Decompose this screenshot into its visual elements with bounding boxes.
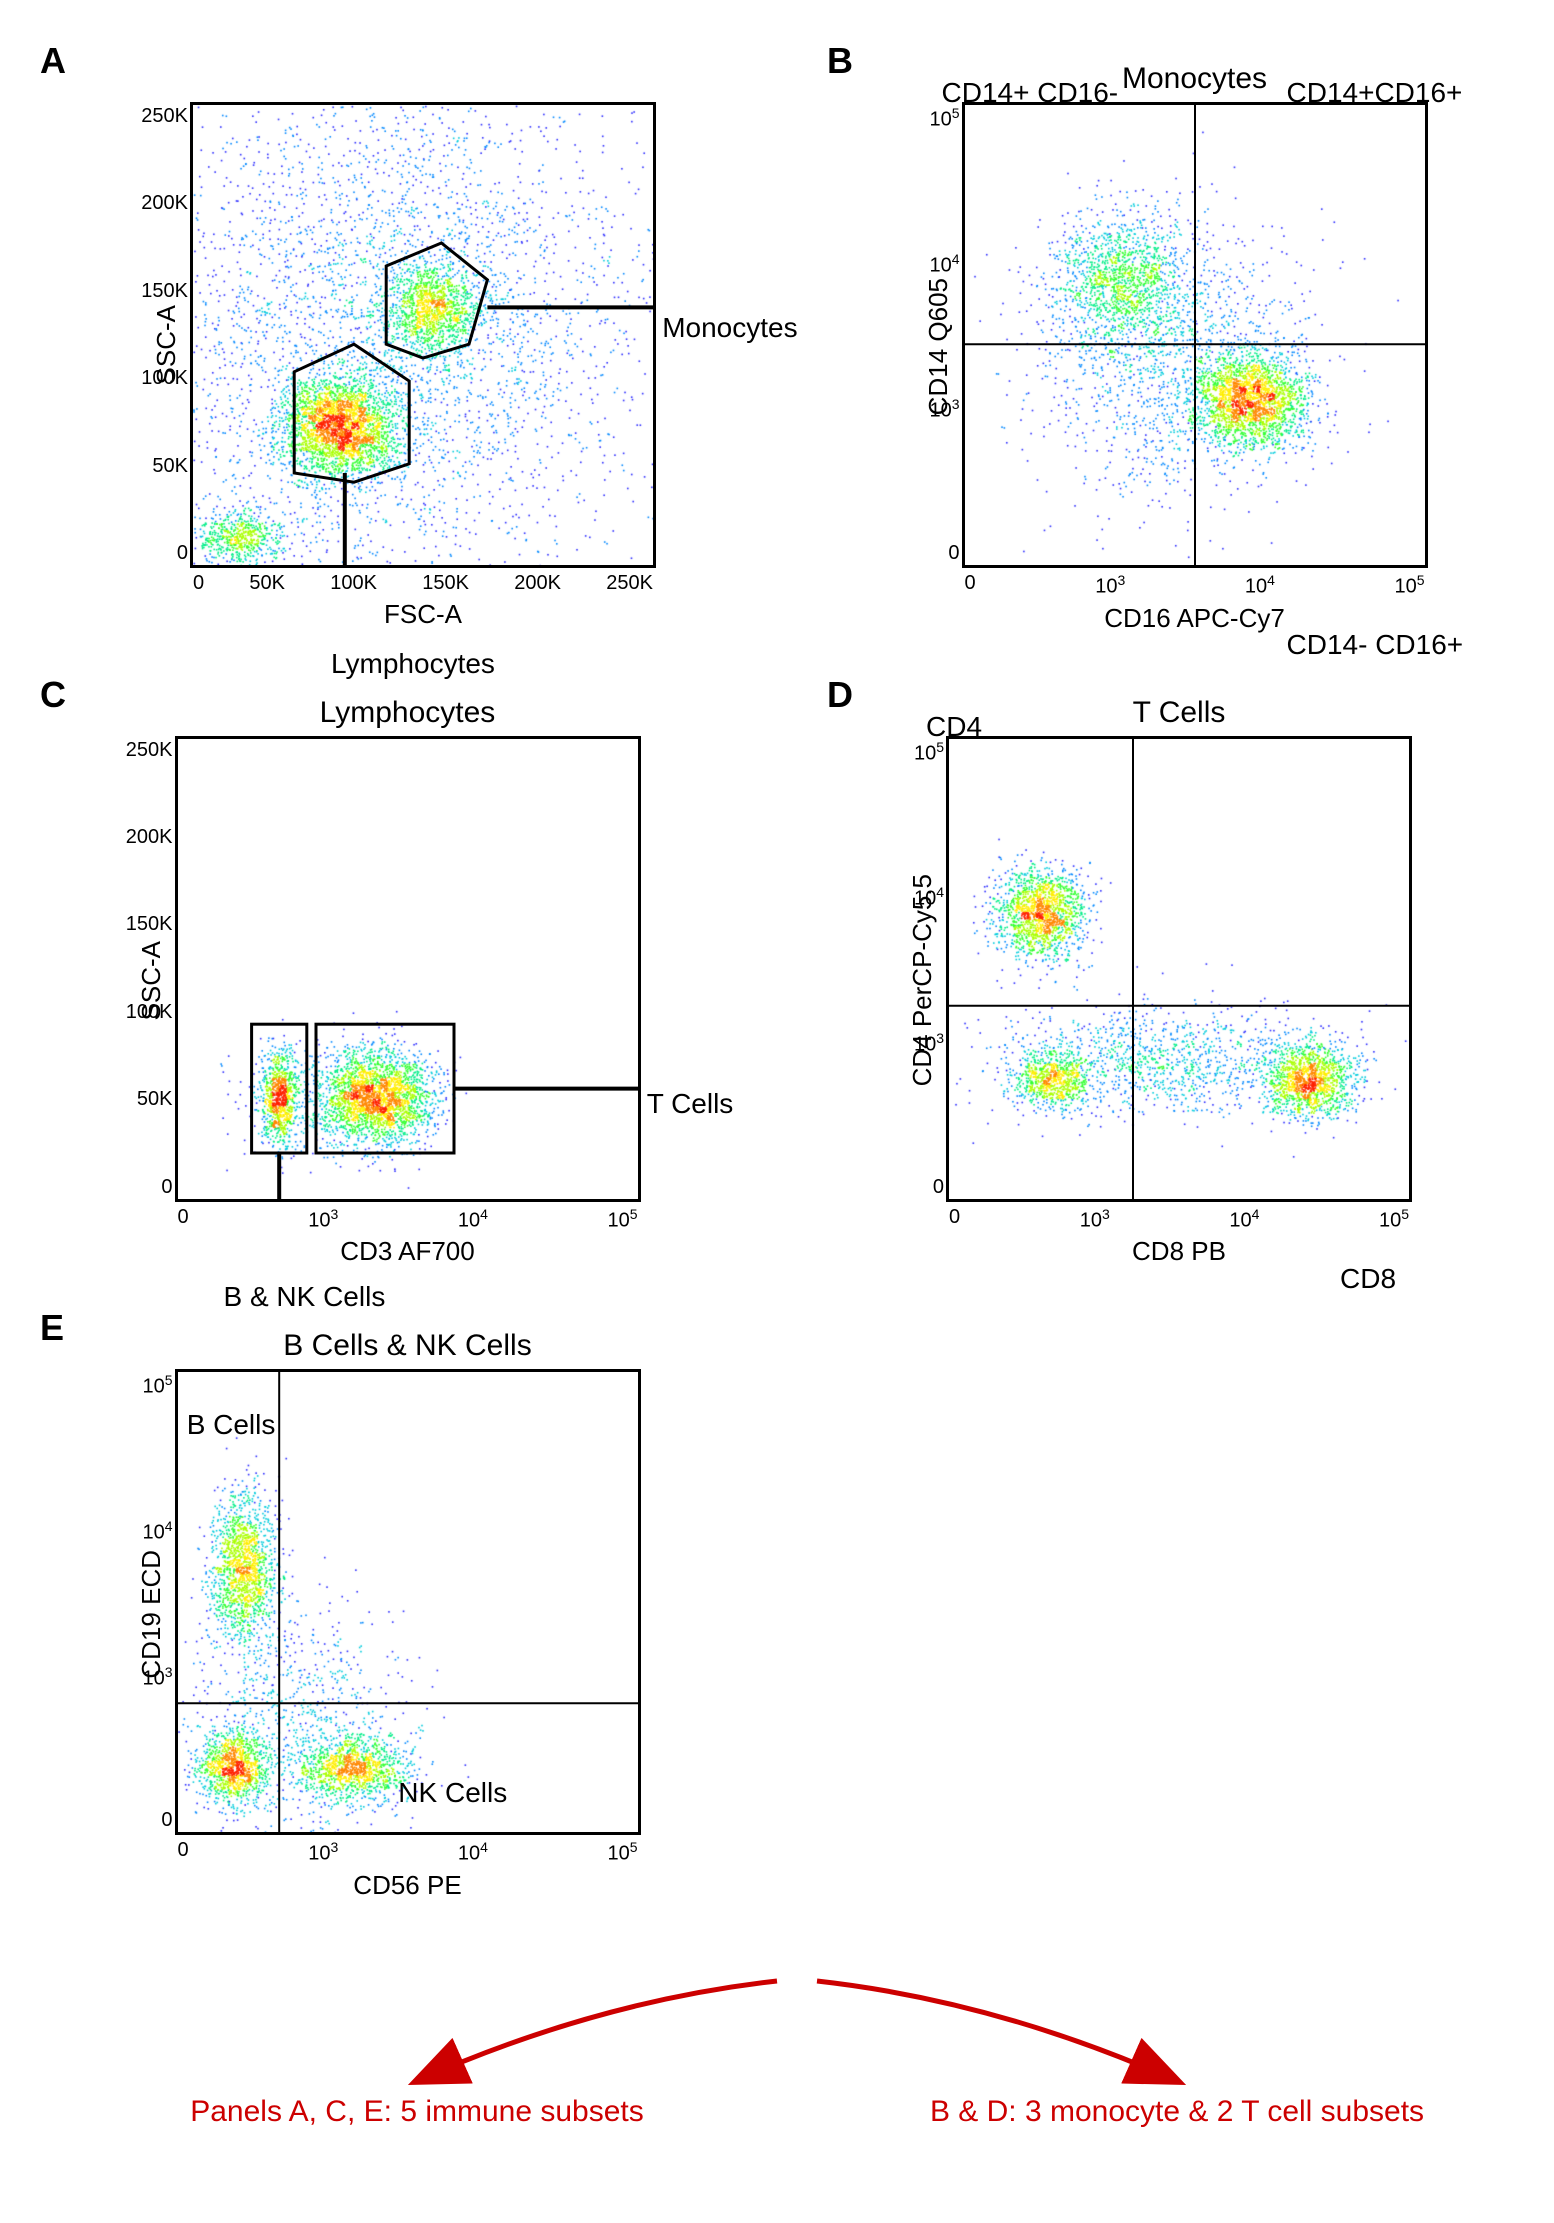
- x-axis-label: FSC-A: [384, 599, 462, 630]
- panel-E: ECD19 ECDB Cells & NK Cells0103104105B C…: [60, 1327, 747, 1901]
- panel-label: A: [40, 40, 66, 82]
- quad-label: CD4: [926, 711, 982, 743]
- gate-label: Lymphocytes: [331, 648, 495, 680]
- density-canvas: [178, 1372, 638, 1832]
- plot-box: 0103104105CD4CD8: [946, 736, 1412, 1202]
- bottom-arrows: Panels A, C, E: 5 immune subsets B & D: 3…: [20, 1961, 1554, 2146]
- density-canvas: [193, 105, 653, 565]
- panel-B: BCD14 Q605Monocytes0103104105CD14+ CD16-…: [847, 60, 1534, 634]
- density-canvas: [965, 105, 1425, 565]
- x-axis-label: CD56 PE: [353, 1870, 461, 1901]
- quad-label: CD8: [1340, 1263, 1396, 1295]
- plot-box: 050K100K150K200K250KLymphocytesMonocytes: [190, 102, 656, 568]
- figure-container: A SSC-A050K100K150K200K250KLymphocytesMon…: [20, 20, 1554, 2146]
- inside-label: B Cells: [187, 1409, 276, 1441]
- quad-label: CD14+ CD16-: [942, 77, 1119, 109]
- panel-C: CSSC-ALymphocytes050K100K150K200K250KB &…: [60, 694, 747, 1268]
- inside-label: NK Cells: [398, 1777, 507, 1809]
- panel-A: ASSC-A050K100K150K200K250KLymphocytesMon…: [60, 60, 747, 634]
- plot-wrapper: CD14 Q605Monocytes0103104105CD14+ CD16-C…: [923, 60, 1459, 634]
- plot-box: 0103104105B CellsNK Cells: [175, 1369, 641, 1835]
- panel-label: C: [40, 674, 66, 716]
- gate-label: Monocytes: [662, 312, 797, 344]
- panel-label: B: [827, 40, 853, 82]
- plot-title: Lymphocytes: [320, 694, 496, 730]
- plot-box: 0103104105CD14+ CD16-CD14+CD16+CD14- CD1…: [962, 102, 1428, 568]
- x-axis-label: CD3 AF700: [340, 1236, 474, 1267]
- panel-grid: A SSC-A050K100K150K200K250KLymphocytesMon…: [20, 20, 1554, 1941]
- plot-wrapper: CD4 PerCP-Cy5.5T Cells0103104105CD4CD801…: [907, 694, 1474, 1268]
- gate-label: B & NK Cells: [224, 1281, 386, 1313]
- plot-title: Monocytes: [1122, 60, 1267, 96]
- arrow-label-right: B & D: 3 monocyte & 2 T cell subsets: [930, 2095, 1424, 2128]
- panel-label: D: [827, 674, 853, 716]
- arrows-svg: Panels A, C, E: 5 immune subsets B & D: 3…: [97, 1961, 1497, 2141]
- quad-label: CD14- CD16+: [1287, 629, 1464, 661]
- panel-label: E: [40, 1307, 64, 1349]
- panel-D: DCD4 PerCP-Cy5.5T Cells0103104105CD4CD80…: [847, 694, 1534, 1268]
- plot-wrapper: SSC-ALymphocytes050K100K150K200K250KB & …: [136, 694, 672, 1268]
- x-axis-label: CD8 PB: [1132, 1236, 1226, 1267]
- density-canvas: [178, 739, 638, 1199]
- plot-box: 050K100K150K200K250KB & NK CellsT Cells: [175, 736, 641, 1202]
- plot-title: B Cells & NK Cells: [283, 1327, 531, 1363]
- plot-title: T Cells: [1133, 694, 1226, 730]
- plot-wrapper: SSC-A050K100K150K200K250KLymphocytesMono…: [151, 60, 656, 630]
- quad-label: CD14+CD16+: [1287, 77, 1463, 109]
- gate-label: T Cells: [647, 1088, 734, 1120]
- arrow-label-left: Panels A, C, E: 5 immune subsets: [190, 2095, 644, 2128]
- x-axis-label: CD16 APC-Cy7: [1104, 603, 1285, 634]
- density-canvas: [949, 739, 1409, 1199]
- plot-wrapper: CD19 ECDB Cells & NK Cells0103104105B Ce…: [136, 1327, 672, 1901]
